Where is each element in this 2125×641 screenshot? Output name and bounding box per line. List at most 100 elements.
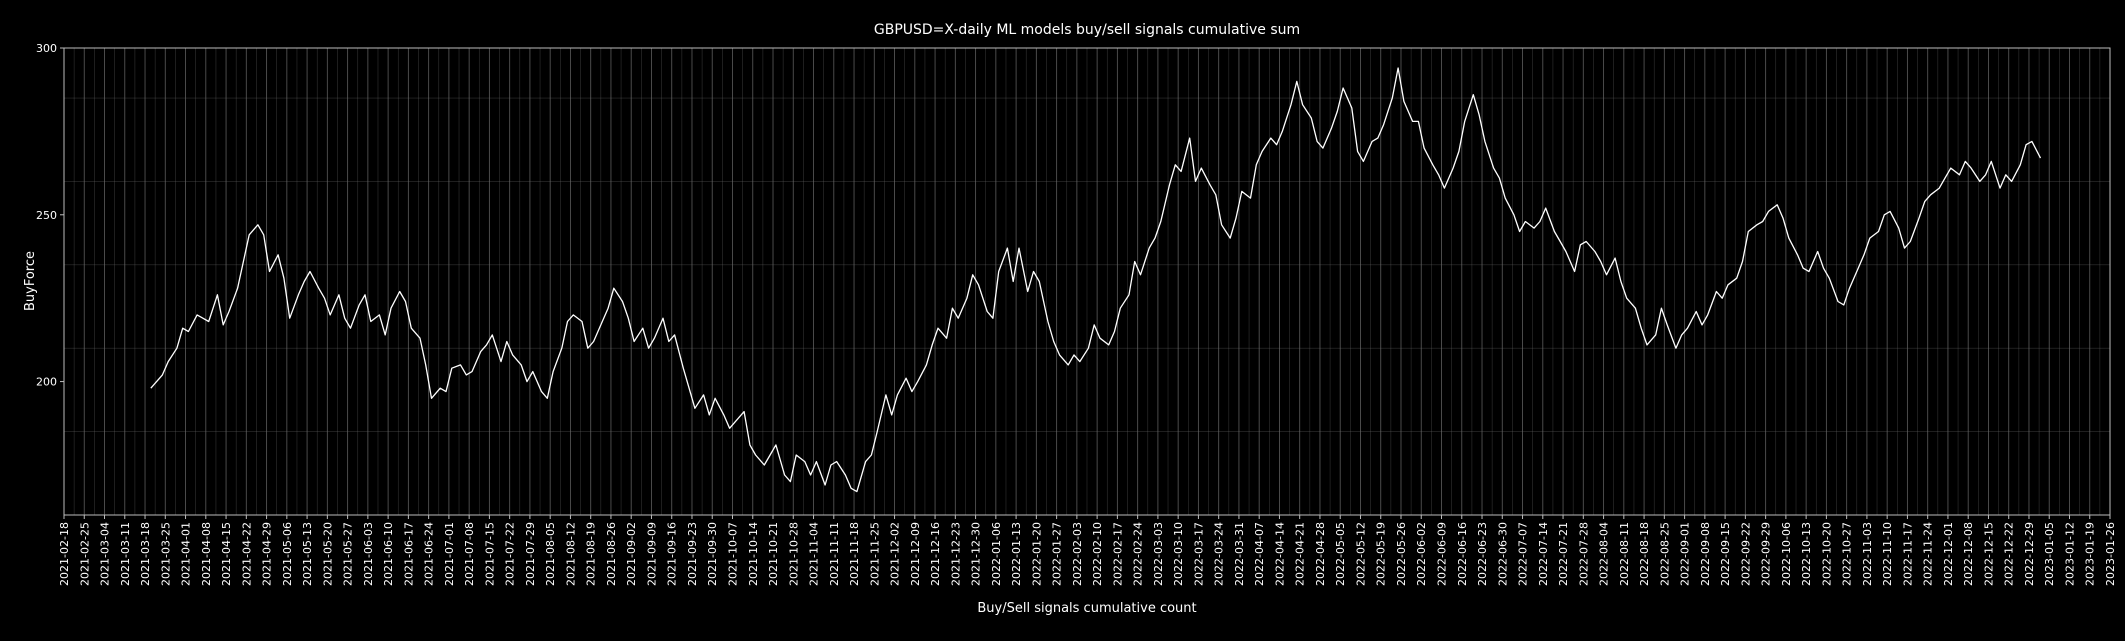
x-tick-label: 2023-01-12 <box>2063 522 2076 586</box>
x-tick-label: 2022-10-13 <box>1800 522 1813 586</box>
x-tick-label: 2022-07-07 <box>1517 522 1530 586</box>
x-tick-label: 2022-08-18 <box>1638 522 1651 586</box>
x-axis: 2021-02-18 2021-02-25 2021-03-04 2021-03-11… <box>58 515 2117 586</box>
x-tick-label: 2022-09-08 <box>1699 522 1712 586</box>
x-tick-label: 2022-11-17 <box>1901 522 1914 586</box>
x-tick-label: 2022-12-29 <box>2023 522 2036 586</box>
x-tick-label: 2022-01-13 <box>1010 522 1023 586</box>
x-tick-label: 2021-03-04 <box>99 522 112 586</box>
x-tick-label: 2021-10-28 <box>787 522 800 586</box>
x-tick-label: 2021-12-02 <box>889 522 902 586</box>
x-tick-label: 2022-09-22 <box>1739 522 1752 586</box>
x-tick-label: 2021-04-29 <box>261 522 274 586</box>
x-tick-label: 2021-02-25 <box>78 522 91 586</box>
x-tick-label: 2021-05-13 <box>301 522 314 586</box>
x-tick-label: 2022-06-30 <box>1496 522 1509 586</box>
x-tick-label: 2021-03-18 <box>139 522 152 586</box>
x-tick-label: 2021-07-22 <box>504 522 517 586</box>
x-tick-label: 2022-06-09 <box>1436 522 1449 586</box>
x-tick-label: 2022-04-28 <box>1314 522 1327 586</box>
x-tick-label: 2021-11-18 <box>848 522 861 586</box>
x-tick-label: 2023-01-05 <box>2043 522 2056 586</box>
x-tick-label: 2022-09-29 <box>1760 522 1773 586</box>
x-tick-label: 2022-02-24 <box>1132 522 1145 586</box>
x-tick-label: 2022-11-24 <box>1922 522 1935 586</box>
x-tick-label: 2022-03-10 <box>1172 522 1185 586</box>
x-tick-label: 2022-12-22 <box>2003 522 2016 586</box>
x-tick-label: 2022-05-12 <box>1354 522 1367 586</box>
x-tick-label: 2021-06-24 <box>423 522 436 586</box>
x-tick-label: 2021-02-18 <box>58 522 71 586</box>
x-tick-label: 2021-12-30 <box>970 522 983 586</box>
x-tick-label: 2021-10-07 <box>726 522 739 586</box>
x-tick-label: 2021-06-10 <box>382 522 395 586</box>
x-tick-label: 2022-05-19 <box>1375 522 1388 586</box>
x-tick-label: 2021-03-25 <box>159 522 172 586</box>
x-tick-label: 2021-10-14 <box>747 522 760 586</box>
x-tick-label: 2023-01-26 <box>2104 522 2117 586</box>
x-tick-label: 2022-10-06 <box>1780 522 1793 586</box>
x-tick-label: 2021-09-02 <box>625 522 638 586</box>
x-axis-label: Buy/Sell signals cumulative count <box>977 601 1196 616</box>
grid-lines <box>63 48 2111 516</box>
x-tick-label: 2022-05-26 <box>1395 522 1408 586</box>
x-tick-label: 2022-07-21 <box>1557 522 1570 586</box>
x-tick-label: 2022-06-02 <box>1415 522 1428 586</box>
x-tick-label: 2022-03-17 <box>1192 522 1205 586</box>
x-tick-label: 2022-01-06 <box>990 522 1003 586</box>
x-tick-label: 2021-07-15 <box>483 522 496 586</box>
x-tick-label: 2021-07-29 <box>524 522 537 586</box>
x-tick-label: 2021-08-12 <box>564 522 577 586</box>
x-tick-label: 2022-04-07 <box>1253 522 1266 586</box>
x-tick-label: 2021-04-22 <box>240 522 253 586</box>
y-axis: 200 250 300 <box>36 42 64 389</box>
x-tick-label: 2022-02-03 <box>1071 522 1084 586</box>
x-tick-label: 2022-07-28 <box>1577 522 1590 586</box>
x-tick-label: 2022-01-20 <box>1030 522 1043 586</box>
y-tick-label: 200 <box>36 376 57 389</box>
x-tick-label: 2022-11-03 <box>1861 522 1874 586</box>
x-tick-label: 2022-03-31 <box>1233 522 1246 586</box>
x-tick-label: 2022-08-11 <box>1618 522 1631 586</box>
x-tick-label: 2022-12-08 <box>1962 522 1975 586</box>
x-tick-label: 2021-03-11 <box>119 522 132 586</box>
x-tick-label: 2021-08-26 <box>605 522 618 586</box>
x-tick-label: 2022-12-15 <box>1982 522 1995 586</box>
x-tick-label: 2022-03-24 <box>1213 522 1226 586</box>
x-tick-label: 2022-11-10 <box>1881 522 1894 586</box>
x-tick-label: 2021-04-01 <box>180 522 193 586</box>
x-tick-label: 2021-11-04 <box>808 522 821 586</box>
x-tick-label: 2022-05-05 <box>1334 522 1347 586</box>
x-tick-label: 2021-05-27 <box>342 522 355 586</box>
y-tick-label: 250 <box>36 209 57 222</box>
plot-frame <box>63 47 2111 516</box>
x-tick-label: 2022-08-25 <box>1658 522 1671 586</box>
x-tick-label: 2021-11-25 <box>868 522 881 586</box>
x-tick-label: 2022-04-21 <box>1294 522 1307 586</box>
x-tick-label: 2022-01-27 <box>1051 522 1064 586</box>
x-tick-label: 2021-06-17 <box>402 522 415 586</box>
x-tick-label: 2021-09-30 <box>706 522 719 586</box>
series-group <box>150 67 2042 493</box>
x-tick-label: 2021-09-16 <box>666 522 679 586</box>
x-tick-label: 2021-12-09 <box>909 522 922 586</box>
x-tick-label: 2022-06-16 <box>1456 522 1469 586</box>
x-tick-label: 2022-06-23 <box>1476 522 1489 586</box>
x-tick-label: 2021-05-06 <box>281 522 294 586</box>
x-tick-label: 2021-06-03 <box>362 522 375 586</box>
x-tick-label: 2021-09-09 <box>645 522 658 586</box>
x-tick-label: 2022-10-20 <box>1820 522 1833 586</box>
y-axis-label: BuyForce <box>23 251 38 311</box>
y-tick-label: 300 <box>36 42 57 55</box>
series-line <box>150 67 2042 493</box>
x-tick-label: 2021-04-15 <box>220 522 233 586</box>
x-tick-label: 2022-07-14 <box>1537 522 1550 586</box>
x-tick-label: 2021-12-16 <box>929 522 942 586</box>
x-tick-label: 2023-01-19 <box>2084 522 2097 586</box>
x-tick-label: 2022-10-27 <box>1841 522 1854 586</box>
x-tick-label: 2021-08-19 <box>585 522 598 586</box>
x-tick-label: 2021-07-01 <box>443 522 456 586</box>
x-tick-label: 2022-08-04 <box>1598 522 1611 586</box>
